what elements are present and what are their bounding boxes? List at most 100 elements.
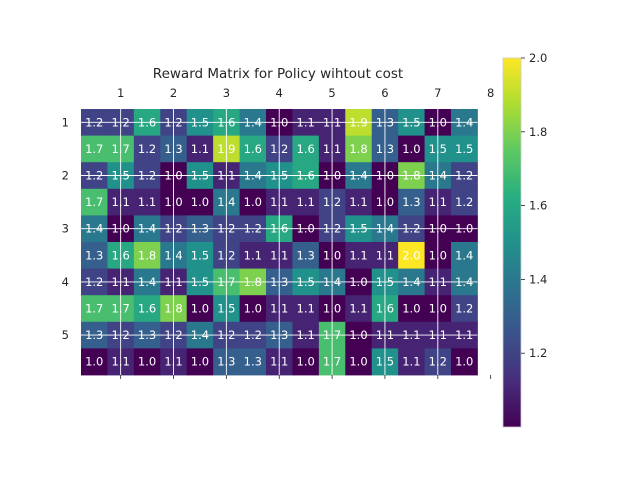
heatmap-cell (239, 135, 267, 163)
x-tick-label: 2 (170, 86, 177, 100)
cell-value-label: 1.3 (270, 328, 288, 342)
cell-value-label: 1.4 (191, 328, 209, 342)
heatmap-cell (292, 135, 320, 163)
x-tick-label: 3 (223, 86, 230, 100)
gridlines (81, 109, 492, 375)
heatmap-cell (239, 348, 267, 376)
cell-value-label: 1.0 (270, 115, 288, 129)
cell-value-label: 1.1 (376, 248, 394, 262)
cell-value-label: 1.3 (376, 142, 394, 156)
colorbar-tick-label: 1.8 (529, 125, 547, 139)
cell-value-label: 1.2 (455, 169, 473, 183)
cell-value-label: 1.4 (455, 248, 473, 262)
heatmap-cell (398, 348, 425, 376)
cell-value-label: 1.7 (111, 142, 129, 156)
cell-value-label: 1.4 (244, 169, 262, 183)
cell-value-label: 1.5 (349, 222, 367, 236)
cell-value-label: 1.1 (191, 142, 209, 156)
cell-value-label: 1.0 (323, 248, 341, 262)
x-axis: 1 2 3 4 5 6 7 8 (117, 86, 494, 379)
cell-value-label: 1.0 (297, 355, 315, 369)
cell-value-label: 1.0 (429, 222, 447, 236)
cell-value-label: 1.8 (349, 142, 367, 156)
cell-value-label: 1.4 (244, 115, 262, 129)
heatmap-cell (451, 135, 478, 163)
cell-value-label: 1.6 (138, 302, 156, 316)
cell-value-label: 1.3 (164, 142, 182, 156)
cell-value-label: 1.8 (164, 302, 182, 316)
heatmap-cell (292, 348, 320, 376)
cell-value-label: 1.0 (429, 115, 447, 129)
cell-value-label: 1.0 (455, 355, 473, 369)
cell-value-label: 1.1 (217, 169, 235, 183)
cell-value-label: 1.0 (244, 195, 262, 209)
heatmap-cell (81, 348, 108, 376)
heatmap-cell (133, 188, 161, 216)
cell-value-label: 1.1 (402, 328, 420, 342)
cell-value-label: 1.5 (191, 275, 209, 289)
cell-value-label: 1.1 (323, 115, 341, 129)
cell-value-label: 1.1 (138, 195, 156, 209)
cell-value-label: 1.2 (402, 222, 420, 236)
heatmap-cell (81, 242, 108, 269)
cell-value-label: 1.6 (376, 302, 394, 316)
heatmap-cell (81, 295, 108, 323)
cell-value-label: 1.6 (270, 222, 288, 236)
cell-value-label: 1.1 (111, 195, 129, 209)
cell-value-label: 1.0 (376, 169, 394, 183)
cell-value-label: 1.6 (244, 142, 262, 156)
cell-value-label: 1.1 (164, 275, 182, 289)
cell-value-label: 1.1 (297, 302, 315, 316)
cell-value-label: 1.1 (297, 195, 315, 209)
colorbar-tick-label: 2.0 (529, 51, 547, 65)
heatmap-cell (133, 135, 161, 163)
heatmap-cell (398, 135, 425, 163)
cell-value-label: 1.3 (217, 355, 235, 369)
cell-value-label: 1.1 (111, 355, 129, 369)
cell-value-label: 1.2 (455, 195, 473, 209)
cell-value-label: 1.4 (138, 222, 156, 236)
cell-value-label: 1.2 (455, 302, 473, 316)
colorbar-tick-label: 1.2 (529, 346, 547, 360)
cell-value-label: 1.5 (217, 302, 235, 316)
cell-value-label: 1.1 (297, 115, 315, 129)
cell-value-label: 1.5 (191, 169, 209, 183)
cell-value-label: 1.5 (270, 169, 288, 183)
cell-value-label: 1.1 (349, 302, 367, 316)
cell-value-label: 1.1 (429, 275, 447, 289)
heatmap-cell (81, 135, 108, 163)
heatmap-cell (186, 188, 214, 216)
heatmap-cell (292, 242, 320, 269)
cell-value-label: 1.7 (85, 195, 103, 209)
cell-value-label: 1.1 (270, 195, 288, 209)
cell-value-label: 1.7 (323, 355, 341, 369)
cell-value-label: 1.2 (217, 222, 235, 236)
x-tick-label: 6 (381, 86, 388, 100)
heatmap-cell (239, 188, 267, 216)
heatmap-cell (345, 348, 373, 376)
cell-value-label: 1.2 (85, 115, 103, 129)
cell-value-label: 1.4 (429, 169, 447, 183)
heatmap-cell (239, 242, 267, 269)
cell-value-label: 1.3 (138, 328, 156, 342)
heatmap-cell (186, 242, 214, 269)
cell-value-label: 1.2 (138, 142, 156, 156)
cell-value-label: 1.6 (111, 248, 129, 262)
cell-value-label: 1.2 (164, 328, 182, 342)
heatmap-cell (133, 348, 161, 376)
cell-value-label: 1.9 (217, 142, 235, 156)
cell-value-label: 1.0 (164, 169, 182, 183)
cell-value-label: 1.1 (376, 328, 394, 342)
cell-value-label: 1.4 (402, 275, 420, 289)
heatmap-cell (451, 348, 478, 376)
cell-value-label: 1.2 (111, 328, 129, 342)
cell-value-label: 1.2 (164, 222, 182, 236)
cell-value-label: 1.5 (455, 142, 473, 156)
cell-value-label: 1.0 (349, 328, 367, 342)
cell-value-label: 1.6 (217, 115, 235, 129)
cell-value-label: 1.6 (138, 115, 156, 129)
cell-value-label: 1.3 (270, 275, 288, 289)
heatmap-cell (186, 295, 214, 323)
cell-value-label: 1.1 (270, 248, 288, 262)
cell-value-label: 1.5 (402, 115, 420, 129)
